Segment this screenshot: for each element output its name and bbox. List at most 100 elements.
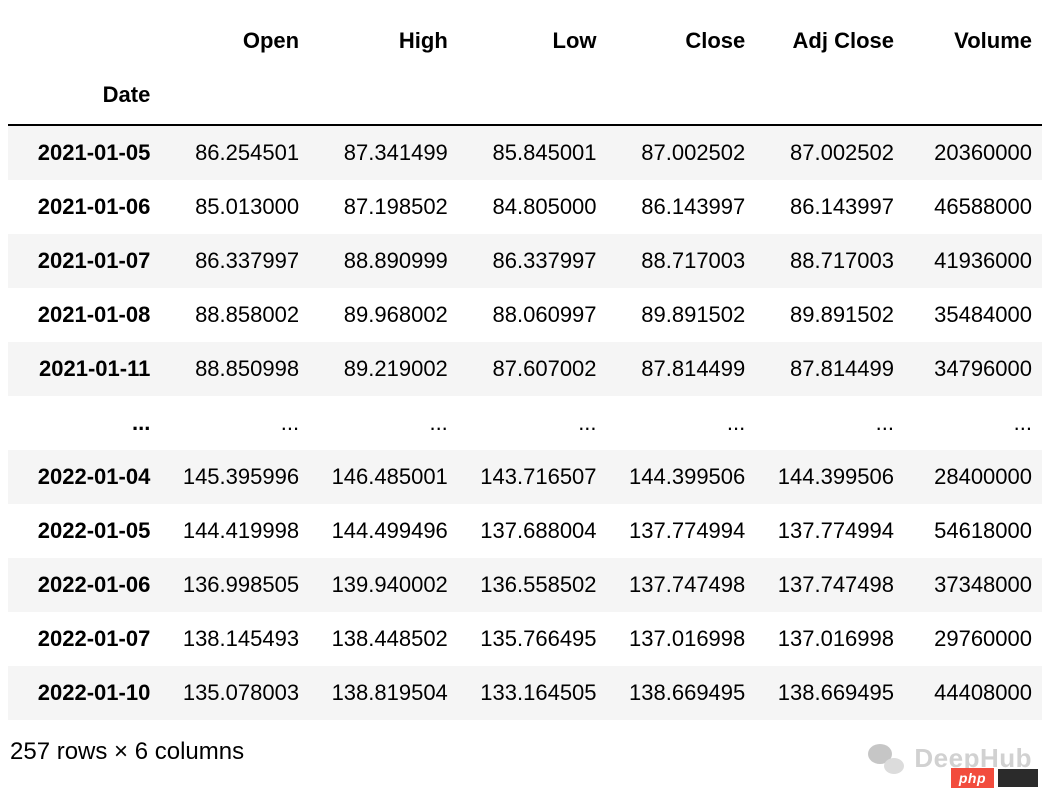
table-cell: 88.717003 — [607, 234, 756, 288]
row-index-label: ... — [8, 396, 160, 450]
table-cell: 137.016998 — [755, 612, 904, 666]
table-cell: 88.890999 — [309, 234, 458, 288]
wechat-icon — [868, 740, 904, 776]
table-cell: 144.399506 — [755, 450, 904, 504]
row-index-label: 2022-01-10 — [8, 666, 160, 720]
table-row: ..................... — [8, 396, 1042, 450]
table-cell: 37348000 — [904, 558, 1042, 612]
index-name: Date — [8, 82, 160, 125]
table-row: 2022-01-06136.998505139.940002136.558502… — [8, 558, 1042, 612]
table-cell: 138.669495 — [607, 666, 756, 720]
row-index-label: 2022-01-06 — [8, 558, 160, 612]
column-header-row: OpenHighLowCloseAdj CloseVolume — [8, 8, 1042, 82]
table-cell: 136.558502 — [458, 558, 607, 612]
table-cell: 87.341499 — [309, 125, 458, 180]
table-row: 2022-01-07138.145493138.448502135.766495… — [8, 612, 1042, 666]
table-cell: 34796000 — [904, 342, 1042, 396]
table-cell: 86.143997 — [755, 180, 904, 234]
php-badge-label: php — [951, 768, 994, 788]
row-index-label: 2021-01-08 — [8, 288, 160, 342]
column-header: Open — [160, 8, 309, 82]
table-cell: 46588000 — [904, 180, 1042, 234]
table-cell: 28400000 — [904, 450, 1042, 504]
column-header: Volume — [904, 8, 1042, 82]
table-cell: 139.940002 — [309, 558, 458, 612]
header-blank — [607, 82, 756, 125]
table-cell: 89.219002 — [309, 342, 458, 396]
table-cell: 86.254501 — [160, 125, 309, 180]
table-cell: 86.337997 — [458, 234, 607, 288]
dataframe-table: OpenHighLowCloseAdj CloseVolume Date 202… — [8, 8, 1042, 720]
table-cell: 86.143997 — [607, 180, 756, 234]
table-cell: 87.002502 — [607, 125, 756, 180]
table-row: 2021-01-0685.01300087.19850284.80500086.… — [8, 180, 1042, 234]
header-blank — [309, 82, 458, 125]
header-blank — [8, 8, 160, 82]
header-blank — [458, 82, 607, 125]
table-cell: 87.814499 — [755, 342, 904, 396]
php-badge: php — [951, 768, 1038, 788]
table-cell: 135.766495 — [458, 612, 607, 666]
table-cell: 20360000 — [904, 125, 1042, 180]
row-index-label: 2022-01-07 — [8, 612, 160, 666]
table-cell: 41936000 — [904, 234, 1042, 288]
header-blank — [160, 82, 309, 125]
table-cell: 29760000 — [904, 612, 1042, 666]
index-header-row: Date — [8, 82, 1042, 125]
table-row: 2021-01-1188.85099889.21900287.60700287.… — [8, 342, 1042, 396]
table-row: 2022-01-10135.078003138.819504133.164505… — [8, 666, 1042, 720]
table-cell: 138.819504 — [309, 666, 458, 720]
table-cell: ... — [309, 396, 458, 450]
table-cell: 88.060997 — [458, 288, 607, 342]
table-cell: 145.395996 — [160, 450, 309, 504]
table-cell: 86.337997 — [160, 234, 309, 288]
column-header: Adj Close — [755, 8, 904, 82]
table-cell: 137.774994 — [607, 504, 756, 558]
table-cell: 144.419998 — [160, 504, 309, 558]
table-cell: 89.891502 — [755, 288, 904, 342]
table-cell: 88.858002 — [160, 288, 309, 342]
table-cell: 84.805000 — [458, 180, 607, 234]
row-index-label: 2022-01-04 — [8, 450, 160, 504]
table-cell: 146.485001 — [309, 450, 458, 504]
table-cell: 87.814499 — [607, 342, 756, 396]
php-badge-dark — [998, 769, 1038, 787]
table-cell: 138.669495 — [755, 666, 904, 720]
table-cell: 138.448502 — [309, 612, 458, 666]
row-index-label: 2021-01-07 — [8, 234, 160, 288]
table-cell: 137.688004 — [458, 504, 607, 558]
row-index-label: 2021-01-06 — [8, 180, 160, 234]
table-cell: 135.078003 — [160, 666, 309, 720]
table-cell: ... — [458, 396, 607, 450]
column-header: High — [309, 8, 458, 82]
table-cell: 137.016998 — [607, 612, 756, 666]
table-cell: 138.145493 — [160, 612, 309, 666]
table-row: 2021-01-0888.85800289.96800288.060997 89.… — [8, 288, 1042, 342]
table-cell: 144.399506 — [607, 450, 756, 504]
row-index-label: 2021-01-05 — [8, 125, 160, 180]
header-blank — [904, 82, 1042, 125]
table-row: 2022-01-05144.419998144.499496137.688004… — [8, 504, 1042, 558]
table-cell: 137.747498 — [755, 558, 904, 612]
table-row: 2021-01-0586.25450187.34149985.84500187.… — [8, 125, 1042, 180]
table-cell: 137.774994 — [755, 504, 904, 558]
table-cell: 136.998505 — [160, 558, 309, 612]
table-cell: ... — [904, 396, 1042, 450]
table-cell: 88.850998 — [160, 342, 309, 396]
row-index-label: 2022-01-05 — [8, 504, 160, 558]
table-cell: 44408000 — [904, 666, 1042, 720]
table-cell: 85.845001 — [458, 125, 607, 180]
table-cell: 85.013000 — [160, 180, 309, 234]
table-cell: 144.499496 — [309, 504, 458, 558]
table-cell: 87.198502 — [309, 180, 458, 234]
table-cell: 88.717003 — [755, 234, 904, 288]
table-cell: 89.968002 — [309, 288, 458, 342]
table-cell: ... — [160, 396, 309, 450]
table-cell: ... — [755, 396, 904, 450]
table-cell: 133.164505 — [458, 666, 607, 720]
row-index-label: 2021-01-11 — [8, 342, 160, 396]
table-cell: 137.747498 — [607, 558, 756, 612]
table-cell: ... — [607, 396, 756, 450]
table-cell: 35484000 — [904, 288, 1042, 342]
table-cell: 143.716507 — [458, 450, 607, 504]
